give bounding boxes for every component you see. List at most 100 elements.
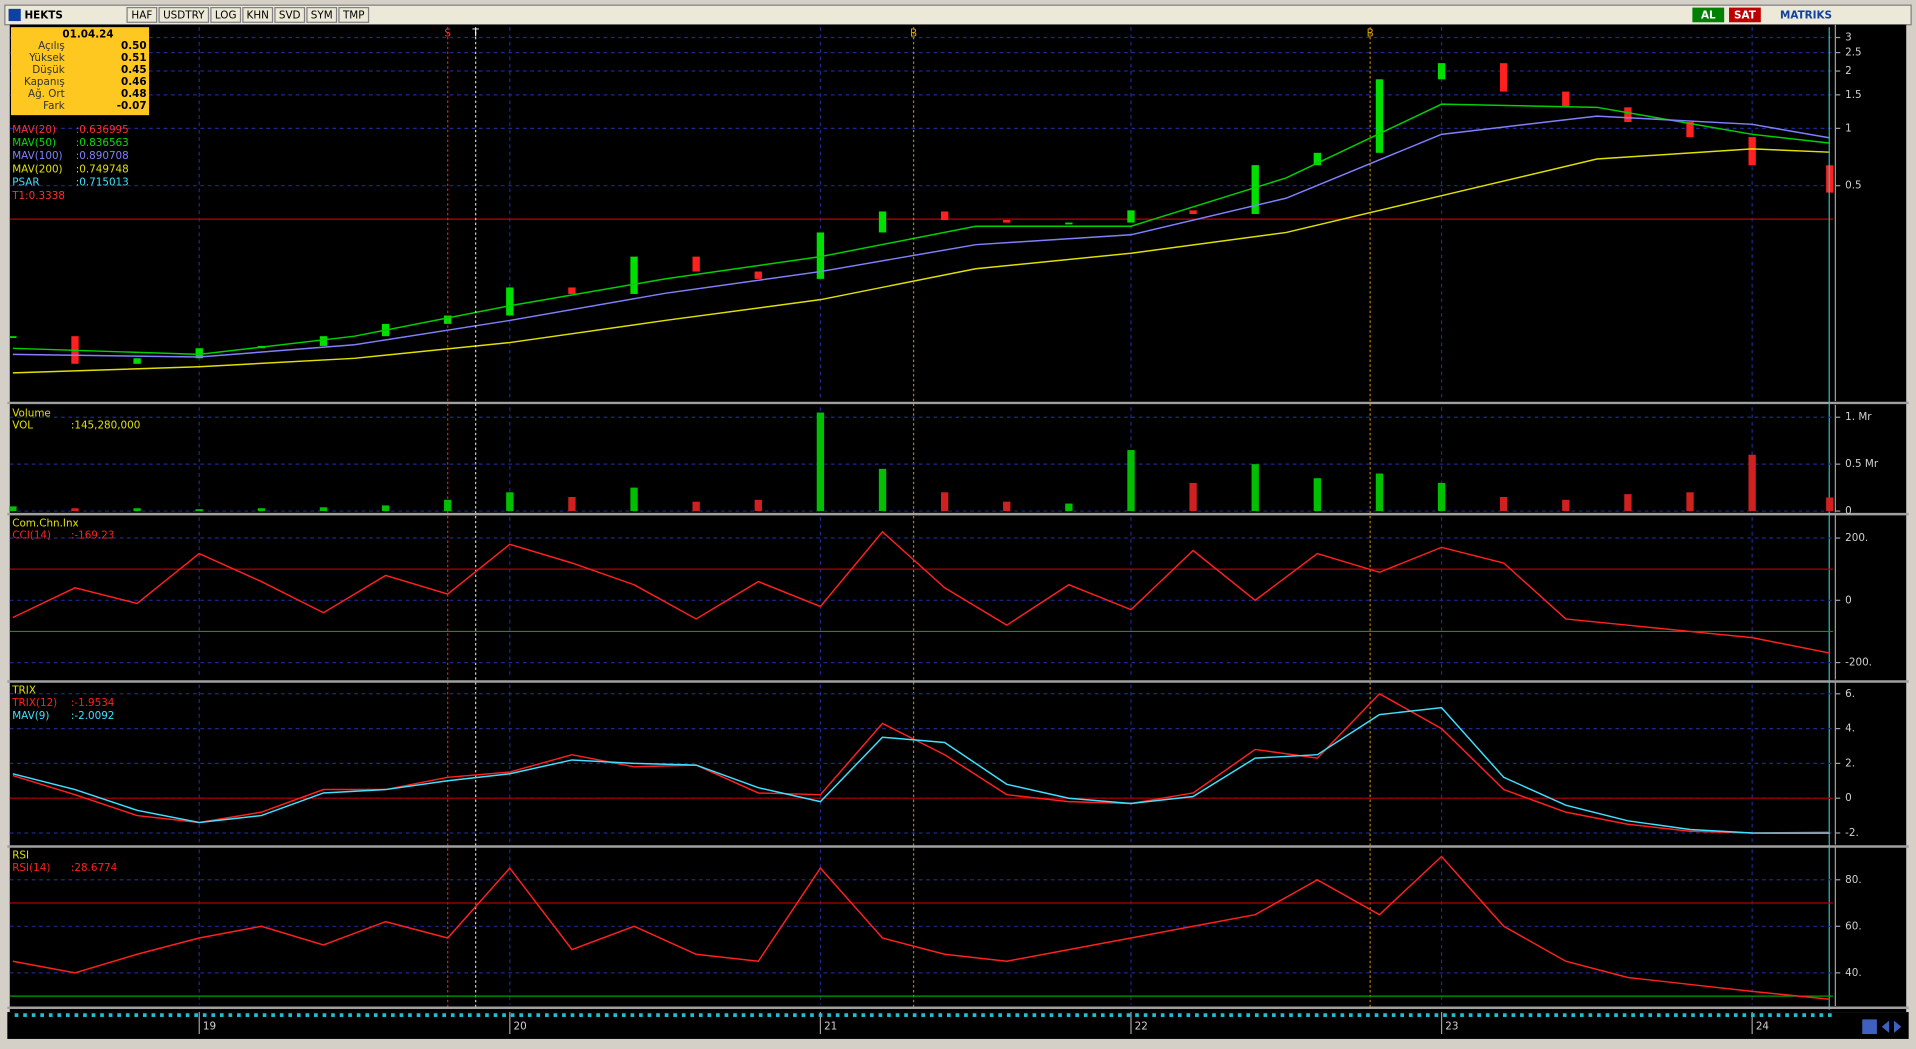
time-tick (40, 1013, 44, 1017)
time-tick (1622, 1013, 1627, 1017)
time-tick (733, 1013, 737, 1017)
volume-bar (381, 505, 390, 512)
time-tick (1254, 1013, 1259, 1017)
legend-value: :-1.9534 (71, 697, 115, 709)
time-tick (1366, 1013, 1370, 1017)
indicator-line (12, 148, 1830, 374)
time-tick (1237, 1013, 1242, 1017)
toolbar-button[interactable] (158, 7, 210, 23)
panel-title: RSI (12, 850, 29, 862)
time-tick (1143, 1013, 1148, 1017)
time-tick (536, 1013, 541, 1017)
legend-name: MAV(20) (12, 124, 56, 136)
time-tick (1383, 1013, 1387, 1017)
toolbar-button[interactable] (242, 7, 274, 23)
time-tick (1691, 1013, 1695, 1017)
volume-bar (630, 487, 638, 512)
time-tick (758, 1013, 763, 1017)
volume-bar (1562, 499, 1570, 512)
candle (195, 348, 203, 359)
x-tick-label: 24 (1756, 1021, 1770, 1033)
trade-button[interactable] (1692, 7, 1725, 23)
candle (444, 315, 452, 324)
toolbar-button[interactable] (306, 7, 338, 23)
refresh-button[interactable] (1862, 1019, 1877, 1035)
toolbar-button-label: SVD (279, 10, 301, 22)
time-tick (1289, 1013, 1293, 1017)
info-box (10, 27, 150, 116)
volume-bar (133, 508, 141, 512)
time-tick (955, 1013, 960, 1017)
time-tick (296, 1013, 301, 1017)
toolbar-button[interactable] (126, 7, 158, 23)
time-tick (202, 1013, 207, 1017)
scroll-arrows[interactable] (1881, 1020, 1902, 1033)
trade-button[interactable] (1729, 7, 1761, 23)
time-tick (331, 1013, 335, 1017)
time-tick (1426, 1013, 1430, 1017)
info-value: -0.07 (117, 100, 147, 112)
time-tick (989, 1013, 994, 1017)
toolbar-button-label: SYM (311, 10, 333, 22)
time-tick (245, 1013, 250, 1017)
toolbar-button[interactable] (338, 7, 370, 23)
time-tick (391, 1013, 395, 1017)
time-tick (1511, 1013, 1516, 1017)
time-tick (664, 1013, 669, 1017)
time-tick (425, 1013, 429, 1017)
time-tick (579, 1013, 583, 1017)
y-tick-label: 1. Mr (1845, 411, 1872, 423)
candle (1375, 79, 1384, 153)
time-tick (647, 1013, 652, 1017)
time-tick (74, 1013, 79, 1017)
toolbar-button[interactable] (274, 7, 306, 23)
y-tick-label: 3 (1845, 32, 1852, 44)
time-tick (1100, 1013, 1105, 1017)
volume-bar (195, 509, 203, 512)
volume-bar (1500, 496, 1508, 512)
time-tick (348, 1013, 352, 1017)
time-tick (57, 1013, 62, 1017)
candle (692, 256, 700, 272)
time-tick (1263, 1013, 1268, 1017)
time-tick (1699, 1013, 1704, 1017)
x-tick-label: 21 (824, 1021, 837, 1033)
info-label: Ağ. Ort (28, 88, 65, 100)
time-tick (237, 1013, 241, 1017)
time-tick (502, 1013, 506, 1017)
toolbar-button[interactable] (210, 7, 242, 23)
time-tick (305, 1013, 310, 1017)
volume-bar (1251, 464, 1259, 512)
time-tick (878, 1013, 883, 1017)
time-tick (801, 1013, 806, 1017)
y-tick-label: 0 (1845, 505, 1852, 517)
candle (1686, 121, 1694, 138)
legend-name: CCI(14) (12, 529, 51, 541)
candle (940, 211, 949, 221)
brand: MATRIKS (1780, 10, 1832, 22)
time-tick (716, 1013, 720, 1017)
panel-title: Volume (12, 407, 51, 419)
time-tick (852, 1013, 857, 1017)
time-tick (1751, 1013, 1755, 1017)
time-tick (810, 1013, 814, 1017)
legend-value: :145,280,000 (71, 420, 141, 432)
indicator-line (12, 115, 1830, 358)
volume-bar (319, 507, 328, 512)
time-tick (1810, 1013, 1815, 1017)
chart-area (9, 24, 1907, 1013)
candle (1003, 220, 1011, 223)
legend-value: :28.6774 (71, 862, 118, 874)
time-tick (450, 1013, 455, 1017)
time-tick (1708, 1013, 1712, 1017)
time-tick (433, 1013, 438, 1017)
legend-name: MAV(50) (12, 137, 56, 149)
indicator-line (12, 692, 1830, 834)
time-tick (887, 1013, 891, 1017)
legend-value: :-169.23 (71, 529, 115, 541)
indicator-line (12, 530, 1830, 654)
time-tick (947, 1013, 951, 1017)
legend-name: MAV(100) (12, 150, 62, 162)
